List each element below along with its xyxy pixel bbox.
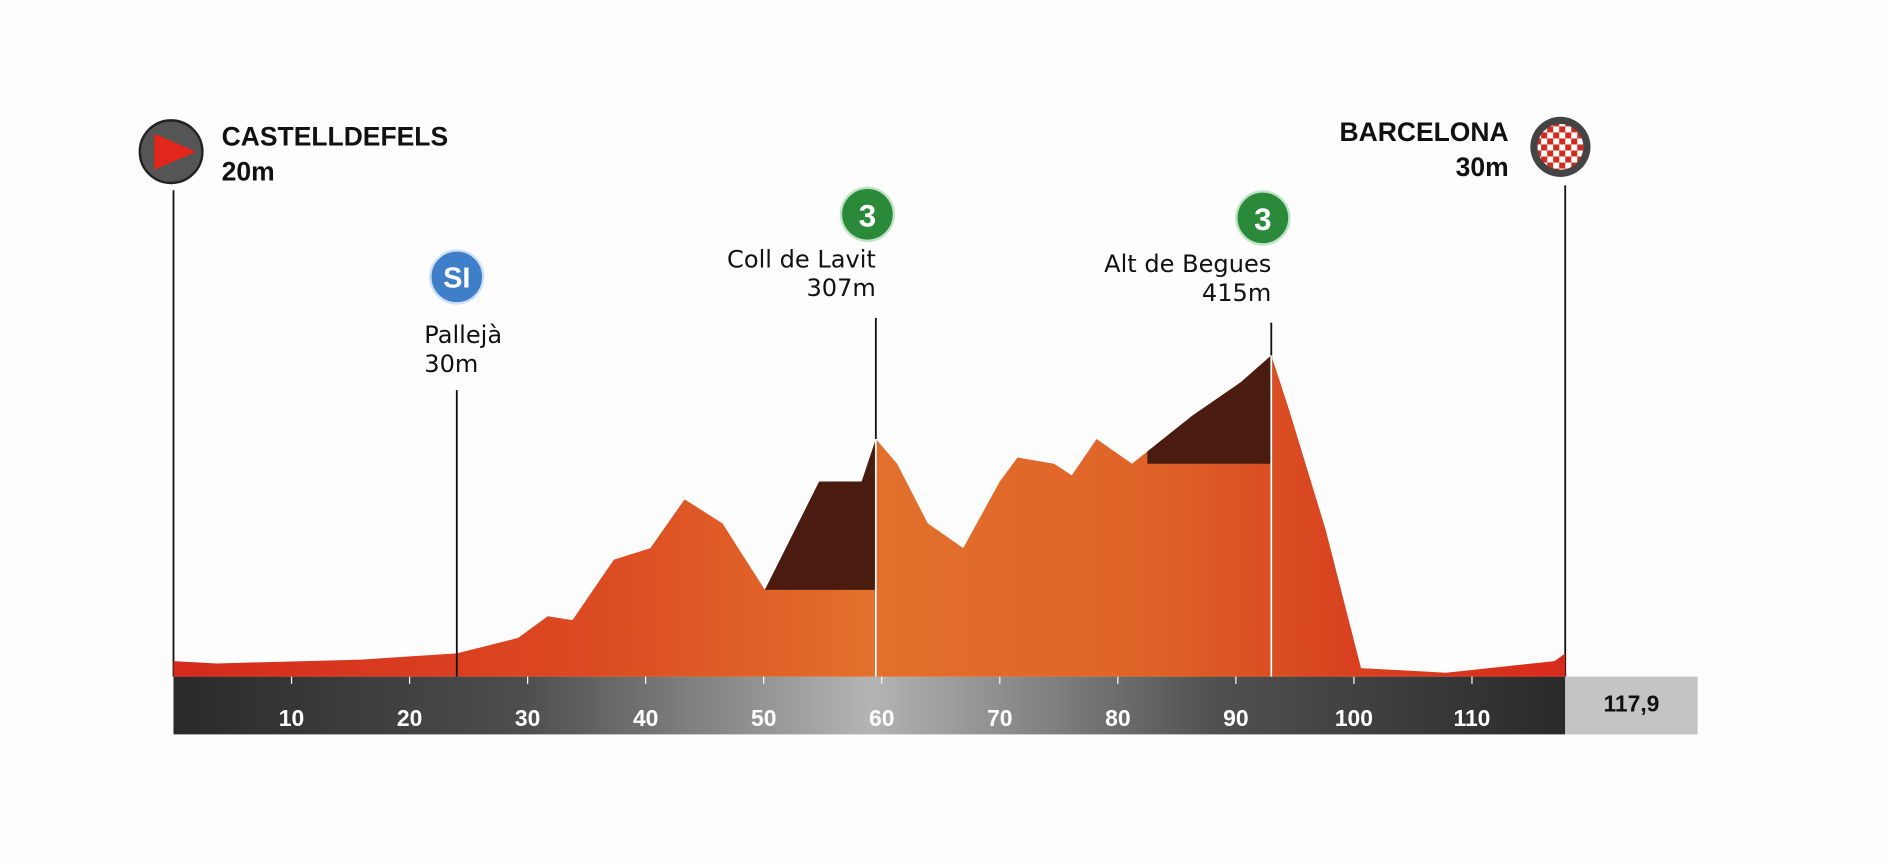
finish-elevation: 30m xyxy=(1456,152,1509,182)
x-tick-label: 30 xyxy=(515,705,540,731)
climb-name: Alt de Begues xyxy=(1104,250,1271,278)
finish-flag xyxy=(1537,124,1584,170)
climb-badge-text: 3 xyxy=(1254,202,1271,237)
start-arrow xyxy=(154,133,197,170)
x-tick-label: 60 xyxy=(869,705,894,731)
sprint-name: Pallejà xyxy=(424,321,502,349)
climb-section xyxy=(1147,355,1272,464)
x-tick-label: 10 xyxy=(279,705,304,731)
x-tick-label: 110 xyxy=(1454,705,1491,731)
x-tick-label: 70 xyxy=(987,705,1012,731)
x-tick-label: 90 xyxy=(1223,705,1248,731)
climb-badge xyxy=(1235,190,1291,246)
climb-elevation: 307m xyxy=(806,274,875,302)
climb-badge-text: 3 xyxy=(859,198,876,233)
climb-elevation: 415m xyxy=(1202,279,1271,307)
sprint-badge xyxy=(429,249,485,305)
x-tick-label: 50 xyxy=(751,705,776,731)
x-tick-label: 80 xyxy=(1105,705,1130,731)
x-tick-label: 20 xyxy=(397,705,422,731)
total-box xyxy=(1565,676,1698,735)
sprint-badge-text: SI xyxy=(443,263,470,295)
x-tick-label: 100 xyxy=(1335,705,1373,731)
start-elevation: 20m xyxy=(222,157,275,187)
climb-name: Coll de Lavit xyxy=(727,245,876,273)
start-name: CASTELLDEFELS xyxy=(222,122,448,152)
climb-section xyxy=(764,438,876,590)
distance-bar xyxy=(173,676,1566,735)
x-tick-label: 40 xyxy=(633,705,658,731)
climb-badge xyxy=(839,186,896,242)
sprint-elevation: 30m xyxy=(424,350,478,378)
finish-name: BARCELONA xyxy=(1340,117,1509,147)
total-distance: 117,9 xyxy=(1603,691,1659,717)
